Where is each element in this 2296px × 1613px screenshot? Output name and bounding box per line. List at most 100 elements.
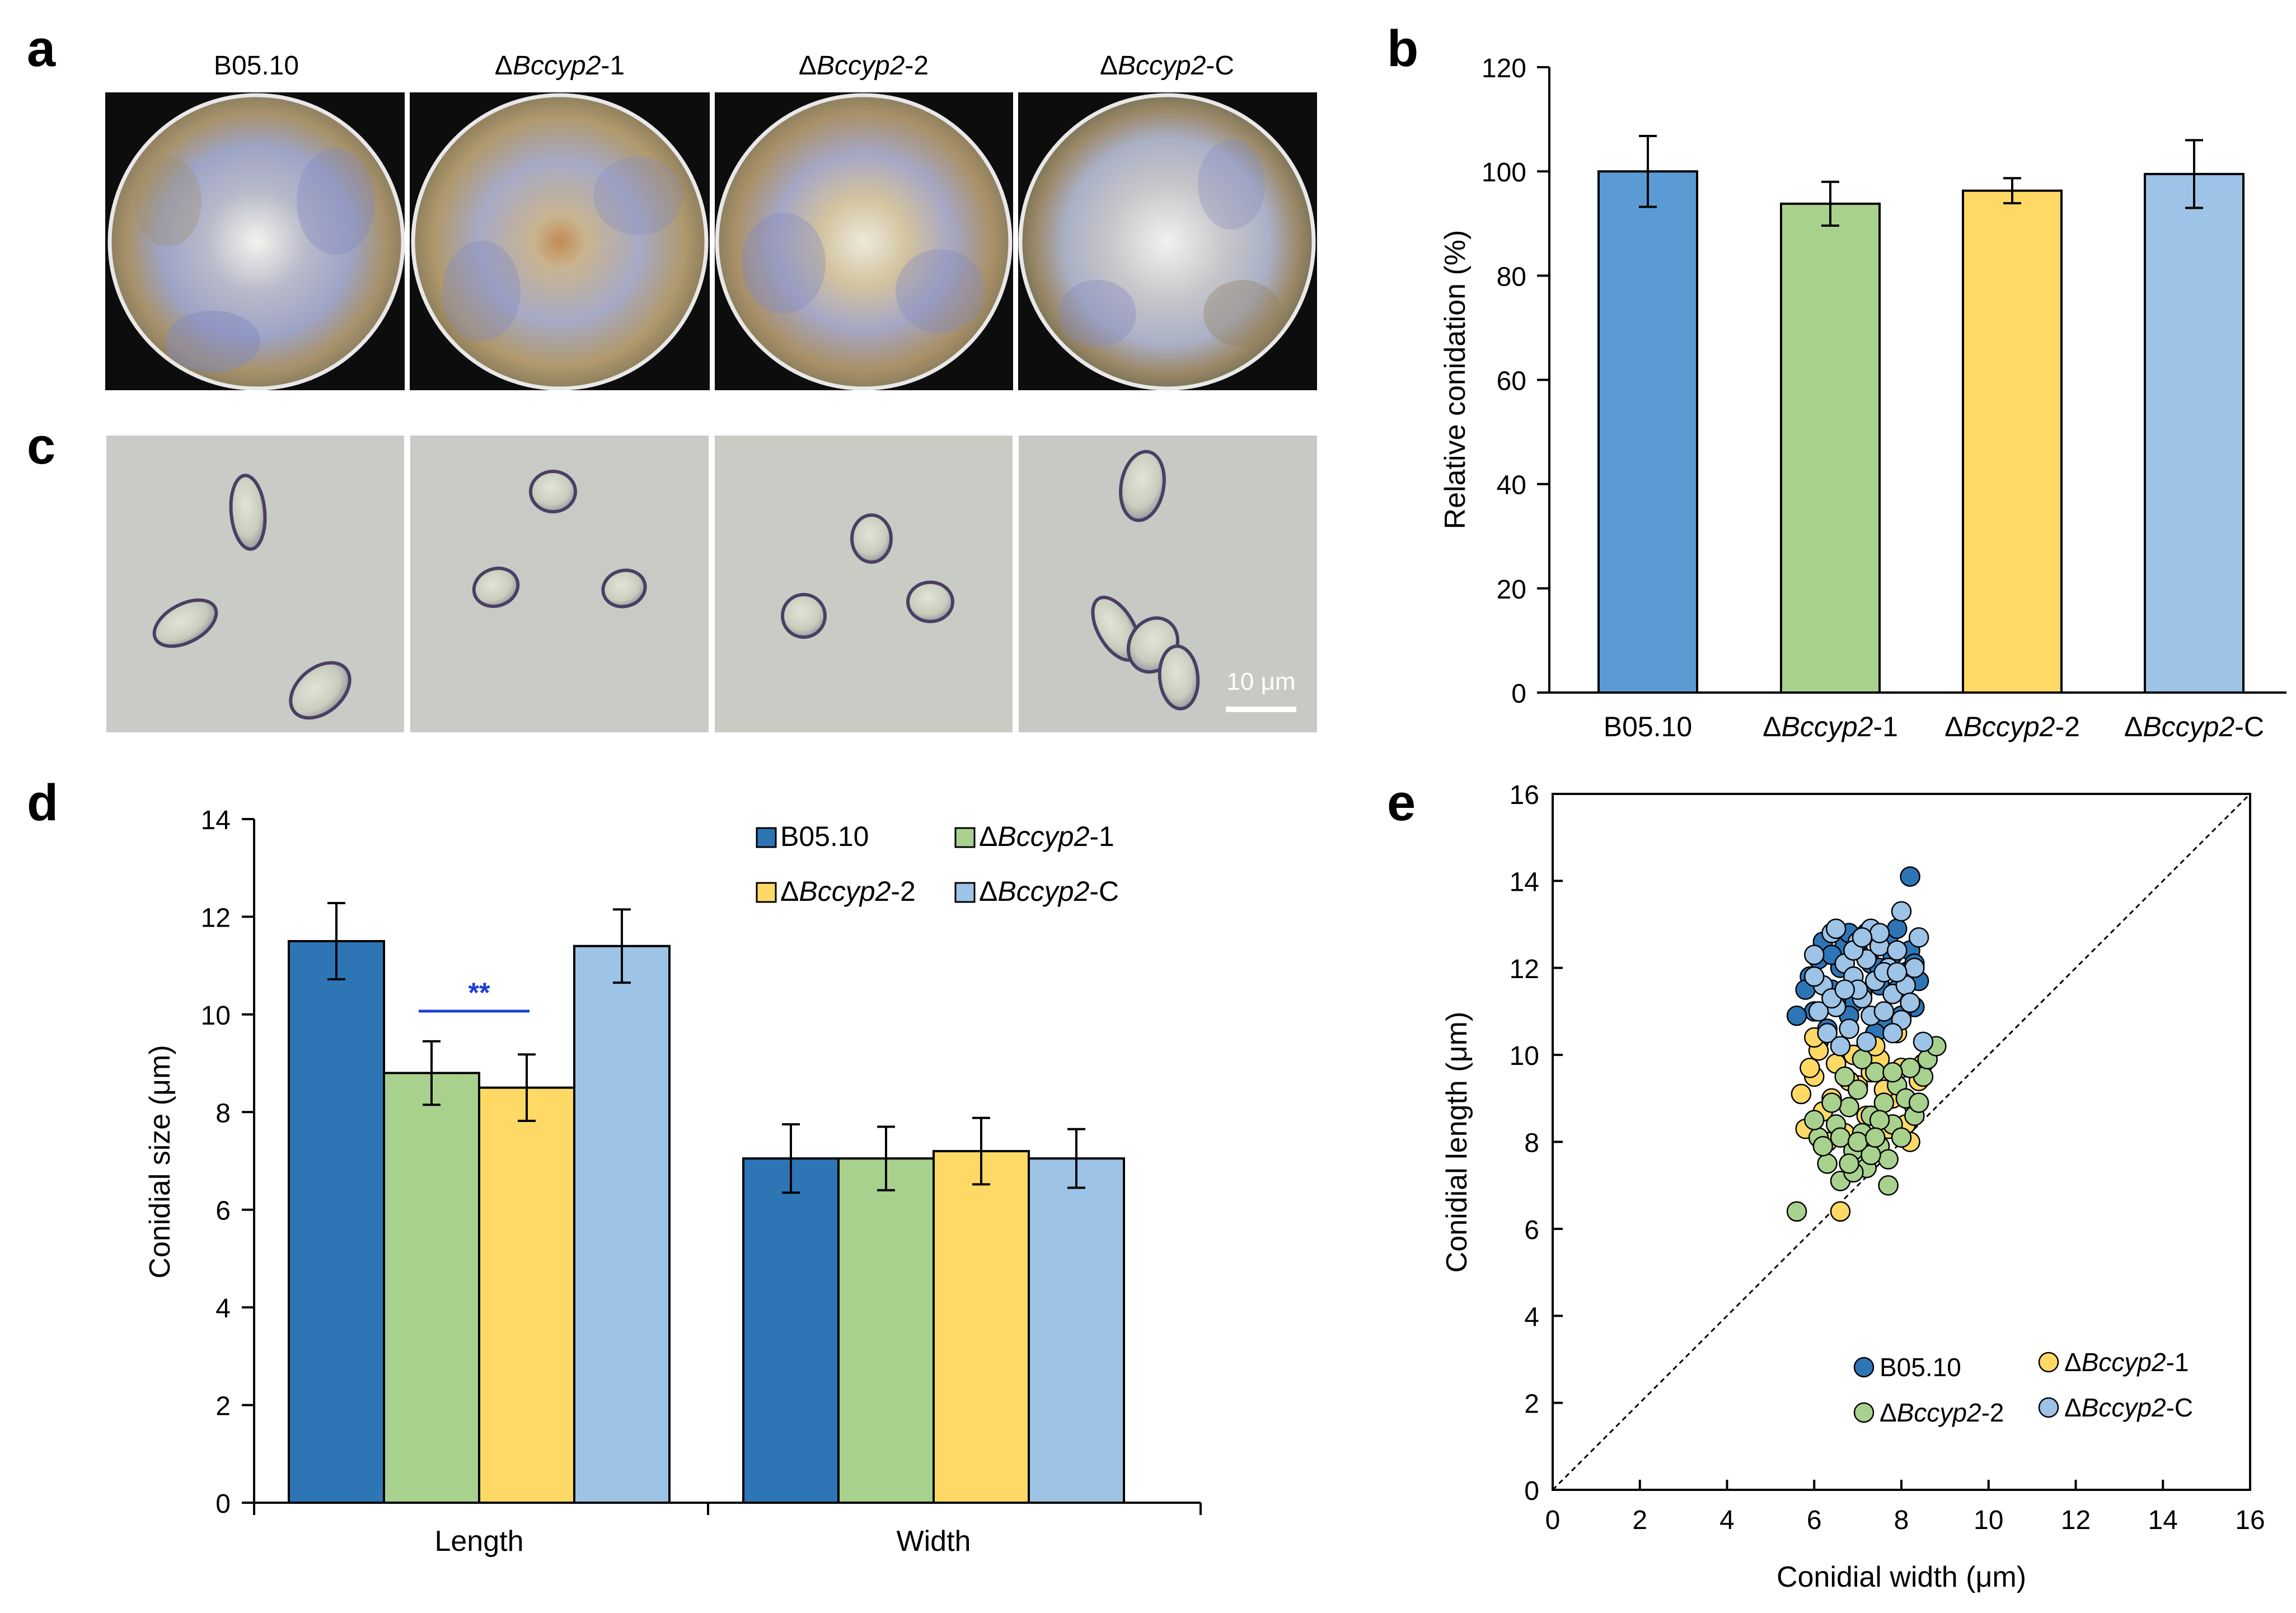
e-ytick-label: 4 bbox=[1524, 1302, 1539, 1332]
e-ticks: 0 2 4 6 8 10 12 14 16 0 2 4 6 8 10 12 14 16 bbox=[1510, 780, 2265, 1535]
e-legend-marker bbox=[2038, 1352, 2059, 1373]
e-point bbox=[1886, 962, 1908, 983]
e-ylabel: Conidial length (μm) bbox=[1441, 1012, 1473, 1273]
e-point bbox=[1830, 1036, 1851, 1056]
e-xtick-label: 6 bbox=[1807, 1506, 1822, 1535]
d-ytick-label: 0 bbox=[215, 1489, 231, 1519]
plate-divider-2 bbox=[710, 92, 715, 390]
e-ytick-label: 16 bbox=[1510, 780, 1539, 810]
e-point bbox=[1825, 918, 1847, 939]
b-bar bbox=[1780, 202, 1881, 694]
d-ytick-label: 12 bbox=[201, 903, 231, 933]
e-ytick-label: 14 bbox=[1510, 867, 1539, 897]
e-point bbox=[1786, 1005, 1807, 1026]
micrograph-ko2 bbox=[715, 436, 1013, 732]
d-bar bbox=[573, 945, 671, 1504]
plate-comp bbox=[1018, 93, 1316, 391]
e-legend-marker bbox=[2038, 1397, 2059, 1418]
b-ytick-label: 100 bbox=[1482, 158, 1526, 188]
d-legend-label: ΔBccyp2-C bbox=[979, 876, 1119, 907]
e-point bbox=[1804, 945, 1825, 965]
panel-letter-e: e bbox=[1387, 774, 1416, 831]
plate-divider-3 bbox=[1013, 92, 1018, 390]
e-point bbox=[1865, 1127, 1886, 1148]
b-ytick-label: 120 bbox=[1482, 54, 1526, 83]
e-legend: B05.10 ΔBccyp2-1 ΔBccyp2-2 ΔBccyp2-C bbox=[1853, 1348, 2193, 1427]
e-ytick-label: 6 bbox=[1524, 1215, 1539, 1245]
e-point bbox=[1830, 1201, 1851, 1222]
panel-letter-d: d bbox=[27, 774, 58, 831]
d-ylabel: Conidial size (μm) bbox=[144, 1045, 176, 1278]
d-bar bbox=[383, 1072, 480, 1504]
e-point bbox=[1839, 1153, 1859, 1174]
plate-ko1 bbox=[411, 93, 709, 391]
b-xtick-label: ΔBccyp2-1 bbox=[1763, 711, 1898, 742]
e-xtick-label: 12 bbox=[2061, 1506, 2091, 1535]
b-bar bbox=[2144, 172, 2245, 694]
plate-label-ko2: ΔBccyp2-2 bbox=[799, 51, 929, 81]
b-bar bbox=[1597, 170, 1698, 694]
e-point bbox=[1791, 1083, 1812, 1105]
panel-b: 0 20 40 60 80 100 120 B05.10 ΔBccyp2-1 ΔBccyp2-2… bbox=[1439, 54, 2286, 742]
b-xtick-label: ΔBccyp2-2 bbox=[1944, 711, 2080, 742]
e-point bbox=[1847, 1132, 1868, 1152]
d-legend-label: ΔBccyp2-2 bbox=[780, 876, 916, 907]
e-point bbox=[1878, 1175, 1899, 1196]
panel-a: B05.10 ΔBccyp2-1 ΔBccyp2-2 ΔBccyp2-C bbox=[105, 51, 1317, 391]
e-xlabel: Conidial width (μm) bbox=[1777, 1561, 2026, 1593]
e-point bbox=[1913, 1031, 1934, 1053]
e-xtick-label: 10 bbox=[1974, 1506, 2003, 1535]
e-point bbox=[1891, 901, 1912, 922]
e-point bbox=[1886, 940, 1908, 961]
e-point bbox=[1869, 1110, 1890, 1130]
e-point bbox=[1839, 1097, 1859, 1118]
d-bar bbox=[288, 940, 385, 1504]
e-diagonal bbox=[1552, 793, 2251, 1491]
e-xtick-label: 8 bbox=[1894, 1506, 1909, 1535]
e-point bbox=[1886, 918, 1908, 939]
e-point bbox=[1856, 1031, 1877, 1053]
b-ytick-label: 60 bbox=[1497, 367, 1526, 396]
e-point bbox=[1804, 966, 1825, 987]
panel-e: 0 2 4 6 8 10 12 14 16 0 2 4 6 8 10 12 14 16 Conidial widt… bbox=[1441, 780, 2265, 1593]
d-bars bbox=[288, 902, 1125, 1504]
conidia-b05 bbox=[152, 474, 352, 720]
e-point bbox=[1808, 1001, 1829, 1022]
d-ytick-label: 8 bbox=[215, 1098, 231, 1128]
e-xtick-label: 0 bbox=[1545, 1506, 1561, 1535]
d-legend: B05.10 ΔBccyp2-1 ΔBccyp2-2 ΔBccyp2-C bbox=[756, 821, 1119, 907]
e-point bbox=[1900, 1058, 1920, 1078]
e-ytick-label: 8 bbox=[1524, 1129, 1539, 1158]
e-point bbox=[1882, 1023, 1903, 1044]
e-point bbox=[1852, 927, 1873, 948]
plate-label-b05: B05.10 bbox=[214, 51, 299, 81]
d-legend-swatch bbox=[756, 882, 777, 903]
e-point bbox=[1908, 1092, 1929, 1113]
d-legend-label: ΔBccyp2-1 bbox=[979, 821, 1114, 852]
d-yticks: 0 2 4 6 8 10 12 14 bbox=[201, 806, 254, 1519]
e-point bbox=[1804, 1110, 1825, 1130]
plate-label-ko1: ΔBccyp2-1 bbox=[495, 51, 625, 81]
e-point bbox=[1900, 992, 1920, 1013]
conidia-comp bbox=[1091, 450, 1200, 710]
e-legend-label: ΔBccyp2-1 bbox=[2064, 1348, 2189, 1377]
e-point bbox=[1878, 1149, 1899, 1170]
e-point bbox=[1852, 1049, 1873, 1070]
plate-divider-1 bbox=[405, 92, 410, 390]
d-xlabels: Length Width bbox=[434, 1525, 971, 1558]
e-point bbox=[1908, 927, 1929, 948]
b-ytick-label: 80 bbox=[1497, 262, 1526, 292]
e-point bbox=[1834, 1066, 1855, 1087]
d-ytick-label: 14 bbox=[201, 806, 231, 835]
e-point bbox=[1821, 1092, 1842, 1113]
d-bar bbox=[742, 1157, 840, 1504]
e-point bbox=[1882, 1062, 1903, 1083]
e-point bbox=[1817, 1153, 1838, 1174]
e-point bbox=[1904, 957, 1925, 978]
b-yticks: 0 20 40 60 80 100 120 bbox=[1482, 54, 1549, 709]
d-legend-swatch bbox=[954, 827, 976, 848]
e-legend-marker bbox=[1853, 1402, 1875, 1423]
e-point bbox=[1873, 1092, 1895, 1113]
panel-letter-a: a bbox=[27, 20, 56, 77]
panel-letter-b: b bbox=[1387, 20, 1418, 77]
